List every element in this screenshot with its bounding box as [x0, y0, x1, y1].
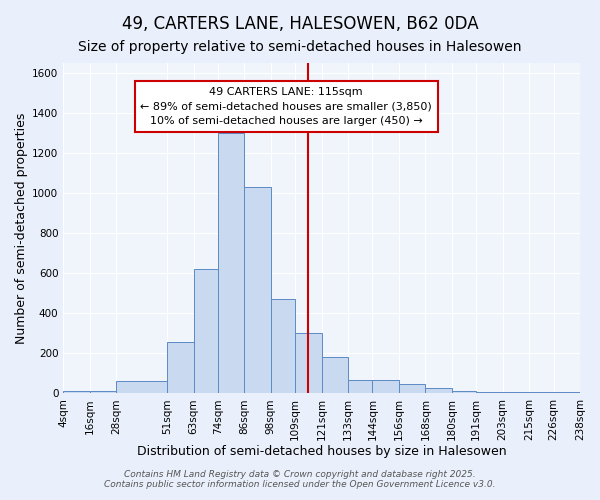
- X-axis label: Distribution of semi-detached houses by size in Halesowen: Distribution of semi-detached houses by …: [137, 444, 506, 458]
- Text: Contains HM Land Registry data © Crown copyright and database right 2025.
Contai: Contains HM Land Registry data © Crown c…: [104, 470, 496, 489]
- Y-axis label: Number of semi-detached properties: Number of semi-detached properties: [15, 112, 28, 344]
- Bar: [271, 299, 295, 394]
- Bar: [90, 392, 116, 394]
- Bar: [167, 342, 194, 394]
- Bar: [322, 358, 348, 394]
- Bar: [503, 392, 529, 394]
- Bar: [425, 388, 452, 394]
- Bar: [348, 380, 373, 394]
- Bar: [476, 392, 503, 394]
- Bar: [63, 392, 90, 394]
- Bar: [116, 382, 167, 394]
- Bar: [218, 132, 244, 394]
- Bar: [244, 187, 271, 394]
- Bar: [452, 392, 476, 394]
- Bar: [373, 380, 399, 394]
- Bar: [554, 392, 580, 394]
- Bar: [399, 384, 425, 394]
- Text: Size of property relative to semi-detached houses in Halesowen: Size of property relative to semi-detach…: [78, 40, 522, 54]
- Text: 49 CARTERS LANE: 115sqm
← 89% of semi-detached houses are smaller (3,850)
10% of: 49 CARTERS LANE: 115sqm ← 89% of semi-de…: [140, 86, 432, 126]
- Text: 49, CARTERS LANE, HALESOWEN, B62 0DA: 49, CARTERS LANE, HALESOWEN, B62 0DA: [122, 15, 478, 33]
- Bar: [194, 269, 218, 394]
- Bar: [295, 333, 322, 394]
- Bar: [529, 392, 554, 394]
